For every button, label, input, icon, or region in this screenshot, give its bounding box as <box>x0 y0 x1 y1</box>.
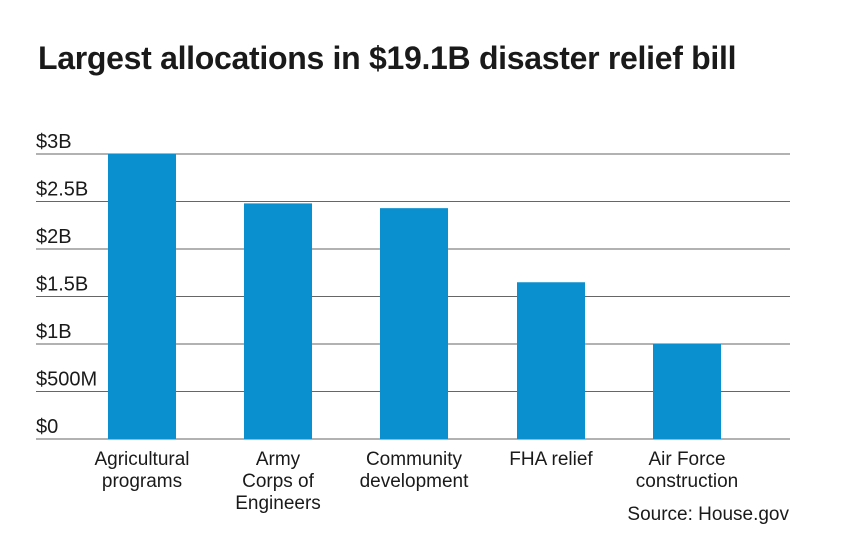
bar <box>653 344 721 439</box>
y-tick-label: $500M <box>36 369 97 391</box>
bar <box>244 203 312 439</box>
chart-title: Largest allocations in $19.1B disaster r… <box>38 40 737 76</box>
y-axis-tick-labels: $0 $500M $1B $1.5B $2B $2.5B $3B <box>36 131 97 438</box>
source-note: Source: House.gov <box>627 504 789 525</box>
bar <box>380 208 448 439</box>
x-axis-category-labels: Agricultural programs Army Corps of Engineer… <box>94 449 738 514</box>
y-tick-label: $3B <box>36 131 72 153</box>
x-category-label: Agricultural programs <box>94 449 189 492</box>
y-tick-label: $2.5B <box>36 179 88 201</box>
y-tick-label: $0 <box>36 416 58 438</box>
x-category-label: FHA relief <box>509 449 593 470</box>
y-tick-label: $1B <box>36 321 72 343</box>
y-tick-label: $1.5B <box>36 274 88 296</box>
x-category-label: Air Force construction <box>636 449 738 492</box>
bar <box>517 282 585 439</box>
bars <box>108 154 721 439</box>
bar <box>108 154 176 439</box>
y-tick-label: $2B <box>36 226 72 248</box>
x-category-label: Community development <box>360 449 470 492</box>
x-category-label: Army Corps of Engineers <box>235 449 321 514</box>
